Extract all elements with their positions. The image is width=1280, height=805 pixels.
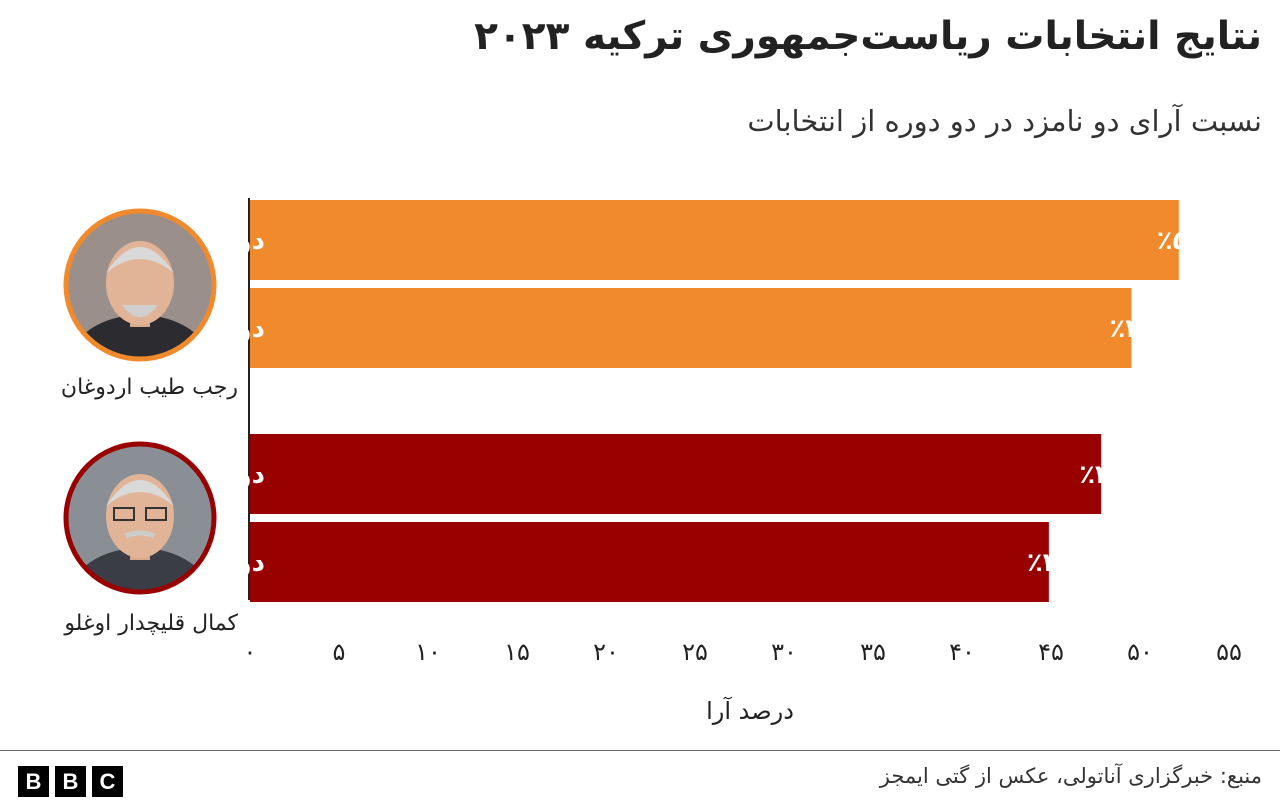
source-note: منبع: خبرگزاری آناتولی، عکس از گتی ایمجز (879, 764, 1262, 788)
bar (250, 288, 1132, 368)
data-label: ٪۴۴/۸۸ (1027, 548, 1116, 578)
bbc-logo-letter: B (18, 766, 49, 797)
bbc-logo-letter: C (92, 766, 123, 797)
x-tick-label: ۴۵ (1038, 638, 1064, 666)
x-tick-label: ۲۵ (682, 638, 708, 666)
bbc-logo: B B C (18, 766, 123, 797)
x-tick-label: ۴۰ (949, 638, 975, 666)
chart-title: نتایج انتخابات ریاست‌جمهوری ترکیه ۲۰۲۳ (474, 14, 1262, 59)
x-tick-label: ۱۰ (415, 638, 441, 666)
data-label: ٪۴۷/۸۲ (1079, 460, 1168, 490)
candidate-name: کمال قلیچدار اوغلو (63, 611, 238, 636)
x-tick-label: ۲۰ (593, 638, 619, 666)
bar (250, 522, 1049, 602)
bar (250, 434, 1102, 514)
person-portrait-icon (63, 208, 217, 362)
x-tick-label: ۳۵ (860, 638, 886, 666)
x-tick-label: ۵ (333, 638, 346, 666)
candidate-name: رجب طیب اردوغان (61, 375, 238, 400)
data-label: ٪۴۹/۵۲ (1109, 314, 1198, 344)
x-tick-label: ۱۵ (504, 638, 530, 666)
footer-divider (0, 750, 1280, 751)
bbc-logo-letter: B (55, 766, 86, 797)
chart-subtitle: نسبت آرای دو نامزد در دو دوره از انتخابا… (747, 104, 1262, 138)
person-portrait-icon (63, 441, 217, 595)
x-axis-title: درصد آرا (706, 697, 794, 725)
data-label: ٪۵۲/۱۸ (1157, 226, 1246, 256)
x-tick-label: ۰ (244, 638, 257, 666)
bar (250, 200, 1179, 280)
x-tick-label: ۳۰ (771, 638, 797, 666)
x-tick-label: ۵۵ (1216, 638, 1242, 666)
x-tick-label: ۵۰ (1127, 638, 1153, 666)
